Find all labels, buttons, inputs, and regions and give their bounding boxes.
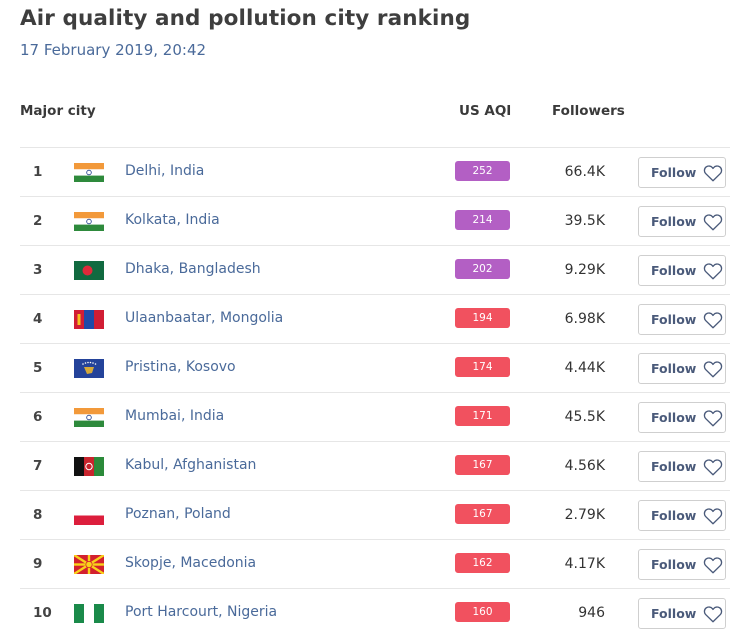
table-row: 3 Dhaka, Bangladesh 202 9.29K Follow [20, 245, 730, 294]
heart-icon [703, 311, 723, 329]
city-link[interactable]: Dhaka, Bangladesh [125, 261, 261, 277]
city-link[interactable]: Kabul, Afghanistan [125, 457, 257, 473]
followers-count: 6.98K [564, 311, 605, 327]
follow-button[interactable]: Follow [638, 549, 726, 580]
macedonia-flag-icon [74, 555, 104, 574]
aqi-badge: 194 [455, 308, 510, 328]
table-row: 9 Skopje, Macedonia 162 4.17K Follow [20, 539, 730, 588]
rank-number: 7 [33, 458, 43, 474]
heart-icon [703, 507, 723, 525]
aqi-badge: 214 [455, 210, 510, 230]
poland-flag-icon [74, 506, 104, 525]
follow-label: Follow [651, 312, 697, 327]
heart-icon [703, 556, 723, 574]
india-flag-icon [74, 163, 104, 182]
city-link[interactable]: Ulaanbaatar, Mongolia [125, 310, 284, 326]
aqi-badge: 162 [455, 553, 510, 573]
table-row: 2 Kolkata, India 214 39.5K Follow [20, 196, 730, 245]
follow-label: Follow [651, 361, 697, 376]
city-link[interactable]: Skopje, Macedonia [125, 555, 257, 571]
table-row: 7 Kabul, Afghanistan 167 4.56K Follow [20, 441, 730, 490]
heart-icon [703, 164, 723, 182]
aqi-badge: 174 [455, 357, 510, 377]
page-title: Air quality and pollution city ranking [20, 6, 471, 31]
follow-button[interactable]: Follow [638, 353, 726, 384]
followers-count: 4.17K [564, 556, 605, 572]
heart-icon [703, 605, 723, 623]
follow-button[interactable]: Follow [638, 206, 726, 237]
city-link[interactable]: Mumbai, India [125, 408, 225, 424]
table-row: 1 Delhi, India 252 66.4K Follow [20, 147, 730, 196]
followers-count: 4.56K [564, 458, 605, 474]
aqi-badge: 167 [455, 455, 510, 475]
aqi-badge: 160 [455, 602, 510, 622]
column-header-city: Major city [20, 103, 96, 119]
follow-label: Follow [651, 459, 697, 474]
followers-count: 9.29K [564, 262, 605, 278]
timestamp: 17 February 2019, 20:42 [20, 41, 207, 59]
table-row: 4 Ulaanbaatar, Mongolia 194 6.98K Follow [20, 294, 730, 343]
follow-button[interactable]: Follow [638, 255, 726, 286]
mongolia-flag-icon [74, 310, 104, 329]
follow-label: Follow [651, 165, 697, 180]
rank-number: 4 [33, 311, 43, 327]
rank-number: 8 [33, 507, 43, 523]
follow-button[interactable]: Follow [638, 598, 726, 629]
heart-icon [703, 262, 723, 280]
follow-label: Follow [651, 557, 697, 572]
city-link[interactable]: Poznan, Poland [125, 506, 231, 522]
city-link[interactable]: Kolkata, India [125, 212, 220, 228]
heart-icon [703, 409, 723, 427]
rank-number: 1 [33, 164, 43, 180]
table-row: 6 Mumbai, India 171 45.5K Follow [20, 392, 730, 441]
city-link[interactable]: Pristina, Kosovo [125, 359, 236, 375]
follow-button[interactable]: Follow [638, 451, 726, 482]
follow-label: Follow [651, 606, 697, 621]
aqi-badge: 202 [455, 259, 510, 279]
follow-label: Follow [651, 410, 697, 425]
followers-count: 4.44K [564, 360, 605, 376]
follow-button[interactable]: Follow [638, 304, 726, 335]
follow-button[interactable]: Follow [638, 500, 726, 531]
rank-number: 6 [33, 409, 43, 425]
afghanistan-flag-icon [74, 457, 104, 476]
column-header-followers: Followers [552, 103, 625, 119]
rank-number: 2 [33, 213, 43, 229]
heart-icon [703, 213, 723, 231]
follow-label: Follow [651, 214, 697, 229]
kosovo-flag-icon [74, 359, 104, 378]
aqi-badge: 252 [455, 161, 510, 181]
table-row: 8 Poznan, Poland 167 2.79K Follow [20, 490, 730, 539]
followers-count: 946 [578, 605, 605, 621]
india-flag-icon [74, 408, 104, 427]
follow-button[interactable]: Follow [638, 402, 726, 433]
follow-button[interactable]: Follow [638, 157, 726, 188]
column-header-aqi: US AQI [459, 103, 512, 119]
followers-count: 2.79K [564, 507, 605, 523]
heart-icon [703, 360, 723, 378]
bangladesh-flag-icon [74, 261, 104, 280]
aqi-badge: 171 [455, 406, 510, 426]
aqi-badge: 167 [455, 504, 510, 524]
followers-count: 66.4K [564, 164, 605, 180]
city-link[interactable]: Port Harcourt, Nigeria [125, 604, 278, 620]
table-row: 10 Port Harcourt, Nigeria 160 946 Follow [20, 588, 730, 636]
nigeria-flag-icon [74, 604, 104, 623]
rank-number: 10 [33, 605, 52, 621]
follow-label: Follow [651, 263, 697, 278]
rank-number: 9 [33, 556, 43, 572]
ranking-table: 1 Delhi, India 252 66.4K Follow 2 Kolkat… [20, 147, 730, 636]
follow-label: Follow [651, 508, 697, 523]
followers-count: 39.5K [564, 213, 605, 229]
table-row: 5 Pristina, Kosovo 174 4.44K Follow [20, 343, 730, 392]
followers-count: 45.5K [564, 409, 605, 425]
heart-icon [703, 458, 723, 476]
india-flag-icon [74, 212, 104, 231]
rank-number: 5 [33, 360, 43, 376]
city-link[interactable]: Delhi, India [125, 163, 205, 179]
rank-number: 3 [33, 262, 43, 278]
